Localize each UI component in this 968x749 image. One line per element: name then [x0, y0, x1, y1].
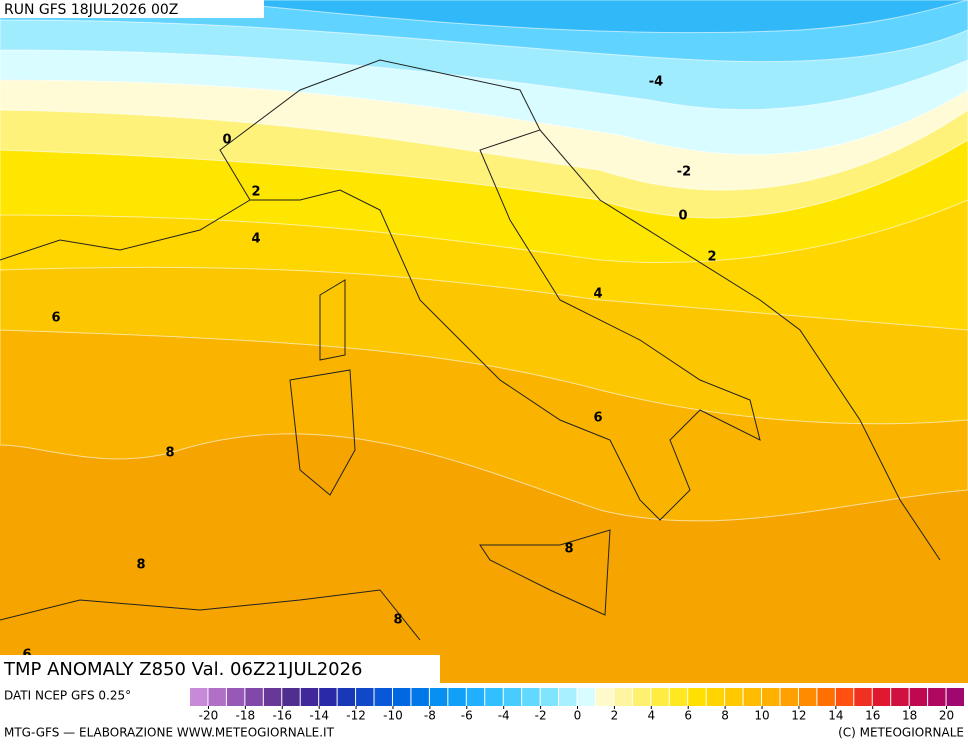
colorbar-tick-label: 10: [754, 709, 769, 723]
colorbar-tick-label: -2: [535, 709, 547, 723]
colorbar-tick-label: 20: [939, 709, 954, 723]
colorbar-swatch: [522, 688, 540, 706]
colorbar-swatch: [503, 688, 522, 706]
colorbar-swatch: [725, 688, 743, 706]
colorbar-tick-label: -12: [346, 709, 366, 723]
colorbar-tick-label: 4: [647, 709, 655, 723]
sardinia-outline: [289, 369, 356, 496]
colorbar-swatch: [208, 688, 226, 706]
colorbar-swatch: [651, 688, 669, 706]
colorbar-swatch: [356, 688, 374, 706]
corsica-outline: [319, 279, 346, 361]
colorbar-swatch: [762, 688, 780, 706]
title-box: [0, 655, 440, 683]
colorbar-swatch: [688, 688, 706, 706]
contour-label: 8: [564, 542, 573, 557]
colorbar-swatch: [245, 688, 263, 706]
contour-label: 2: [251, 185, 260, 200]
colorbar-swatch: [411, 688, 429, 706]
colorbar-swatch: [872, 688, 891, 706]
colorbar-swatch: [392, 688, 411, 706]
colorbar-swatch: [319, 688, 337, 706]
colorbar-tick-label: 14: [828, 709, 843, 723]
source-label: DATI NCEP GFS 0.25°: [4, 689, 131, 703]
france-coast: [0, 199, 251, 261]
band: [199, 0, 968, 34]
colorbar-swatch: [946, 688, 964, 706]
contour-label: 4: [251, 232, 260, 247]
colorbar-swatch: [669, 688, 688, 706]
colorbar-swatch: [595, 688, 614, 706]
colorbar-swatch: [743, 688, 762, 706]
colorbar-swatch: [226, 688, 245, 706]
colorbar-swatch: [909, 688, 928, 706]
colorbar-tick-label: -4: [498, 709, 510, 723]
run-box: [0, 0, 264, 18]
colorbar-swatch: [891, 688, 909, 706]
colorbar-swatch: [263, 688, 282, 706]
colorbar-tick-label: 6: [684, 709, 692, 723]
colorbar-swatch: [780, 688, 798, 706]
contour-label: 8: [393, 613, 402, 628]
colorbar-swatch: [466, 688, 485, 706]
colorbar-swatch: [540, 688, 559, 706]
colorbar: -20 -18 -16 -14 -12 -10 -8 -6 -4 -2 0 2 4 6 8 10 12 14 16 1…: [190, 688, 964, 723]
colorbar-swatch: [429, 688, 448, 706]
coastlines: [0, 59, 941, 641]
contour-label: 8: [136, 558, 145, 573]
contour-label: 6: [51, 311, 60, 326]
colorbar-swatch: [374, 688, 392, 706]
colorbar-tick-label: -14: [309, 709, 329, 723]
colorbar-tick-label: -6: [461, 709, 473, 723]
italy-outline: [219, 59, 761, 521]
colorbar-swatch: [485, 688, 503, 706]
colorbar-swatch: [798, 688, 817, 706]
africa-coast: [0, 589, 421, 641]
contour-label: 8: [165, 446, 174, 461]
map-title: TMP ANOMALY Z850 Val. 06Z21JUL2026: [3, 659, 363, 680]
colorbar-tick-label: 2: [611, 709, 619, 723]
colorbar-swatch: [817, 688, 835, 706]
colorbar-tick-label: 16: [865, 709, 880, 723]
balkan-coast: [539, 129, 941, 561]
colorbar-swatch: [632, 688, 651, 706]
colorbar-swatch: [614, 688, 632, 706]
run-label: RUN GFS 18JUL2026 00Z: [4, 2, 178, 18]
sicily-outline: [479, 529, 611, 616]
footer-left: MTG-GFS — ELABORAZIONE WWW.METEOGIORNALE…: [4, 726, 335, 740]
colorbar-swatch: [300, 688, 319, 706]
colorbar-swatch: [190, 688, 208, 706]
colorbar-tick-label: 12: [791, 709, 806, 723]
contour-label: 0: [678, 209, 687, 224]
colorbar-tick-label: -20: [199, 709, 219, 723]
colorbar-tick-label: -8: [424, 709, 436, 723]
colorbar-swatch: [928, 688, 946, 706]
contour-label: -2: [677, 165, 691, 180]
colorbar-swatch: [448, 688, 466, 706]
colorbar-tick-label: 0: [574, 709, 582, 723]
colorbar-swatch: [559, 688, 577, 706]
colorbar-tick-label: -16: [272, 709, 292, 723]
contour-label: 6: [593, 411, 602, 426]
footer-right: (C) METEOGIORNALE: [838, 726, 964, 740]
temperature-bands: [0, 0, 968, 522]
contour-label: -4: [649, 75, 663, 90]
contour-label: 4: [593, 287, 602, 302]
colorbar-tick-label: 18: [902, 709, 917, 723]
colorbar-swatch: [854, 688, 872, 706]
colorbar-swatch: [577, 688, 595, 706]
colorbar-tick-label: 8: [721, 709, 729, 723]
colorbar-swatch: [835, 688, 854, 706]
colorbar-tick-label: -18: [236, 709, 256, 723]
contour-label: 0: [222, 133, 231, 148]
colorbar-tick-label: -10: [383, 709, 403, 723]
contour-label: 2: [707, 250, 716, 265]
colorbar-swatch: [337, 688, 356, 706]
colorbar-swatch: [282, 688, 300, 706]
colorbar-swatch: [706, 688, 725, 706]
